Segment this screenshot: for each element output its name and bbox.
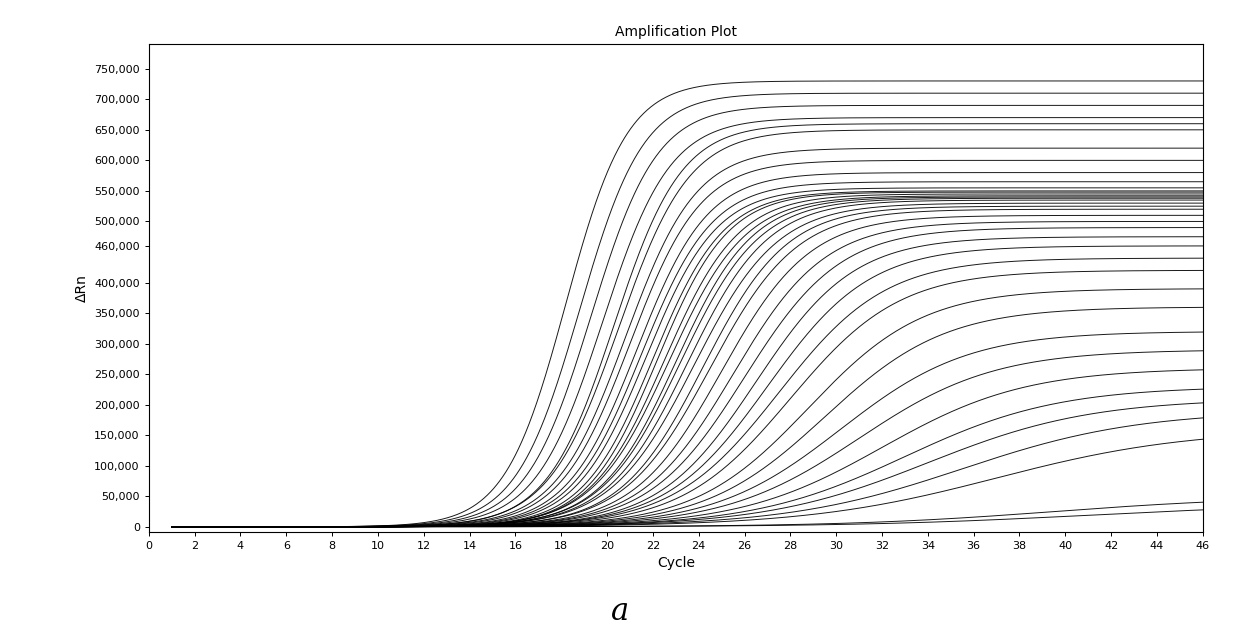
Text: a: a (611, 596, 629, 627)
X-axis label: Cycle: Cycle (657, 556, 694, 570)
Title: Amplification Plot: Amplification Plot (615, 25, 737, 39)
Y-axis label: ΔRn: ΔRn (74, 274, 88, 302)
